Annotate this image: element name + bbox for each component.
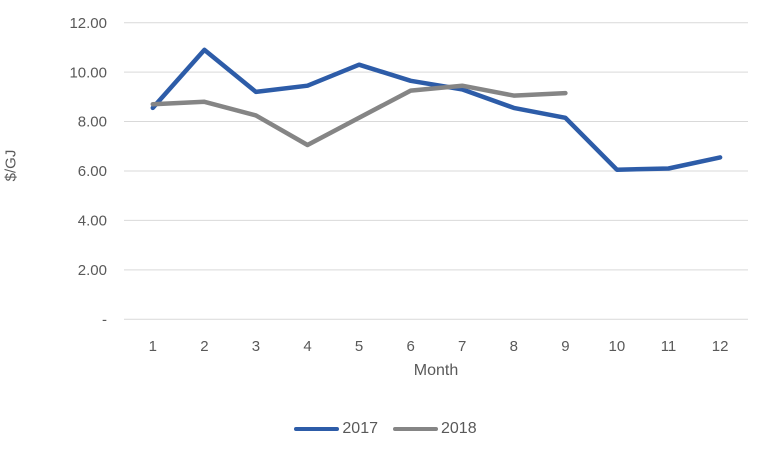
y-axis-tick-label: 6.00: [78, 163, 107, 180]
x-axis-tick-label: 5: [355, 338, 363, 355]
legend-item-2018: 2018: [393, 420, 477, 438]
y-axis-tick-label: 8.00: [78, 114, 107, 131]
x-axis-title: Month: [413, 362, 459, 379]
x-axis-tick-label: 8: [510, 338, 518, 355]
y-axis-tick-label: 4.00: [78, 213, 107, 230]
x-axis-tick-label: 7: [458, 338, 466, 355]
x-axis-tick-label: 10: [609, 338, 626, 355]
y-axis-tick-label: 10.00: [69, 64, 107, 81]
legend-swatch-2018-icon: [393, 426, 438, 432]
x-axis-tick-label: 12: [712, 338, 729, 355]
legend-item-2017: 2017: [294, 420, 378, 438]
x-axis-tick-label: 9: [561, 338, 569, 355]
y-axis-tick-label: 2.00: [78, 262, 107, 279]
x-axis-tick-label: 2: [200, 338, 208, 355]
x-axis-tick-label: 3: [252, 338, 260, 355]
x-axis-tick-label: 4: [303, 338, 311, 355]
series-line-2018: [150, 83, 568, 148]
legend-label-2017: 2017: [342, 420, 378, 437]
y-axis-tick-label: 12.00: [69, 15, 107, 32]
legend-label-2018: 2018: [441, 420, 477, 437]
x-axis-tick-label: 1: [149, 338, 157, 355]
x-axis-tick-label: 11: [661, 338, 677, 355]
y-axis-title: $/GJ: [2, 149, 20, 182]
x-axis-tick-label: 6: [407, 338, 415, 355]
series-line-2017: [150, 47, 723, 172]
y-axis-tick-label: -: [102, 312, 107, 329]
legend: 2017 2018: [0, 420, 771, 438]
legend-swatch-2017-icon: [294, 426, 340, 432]
